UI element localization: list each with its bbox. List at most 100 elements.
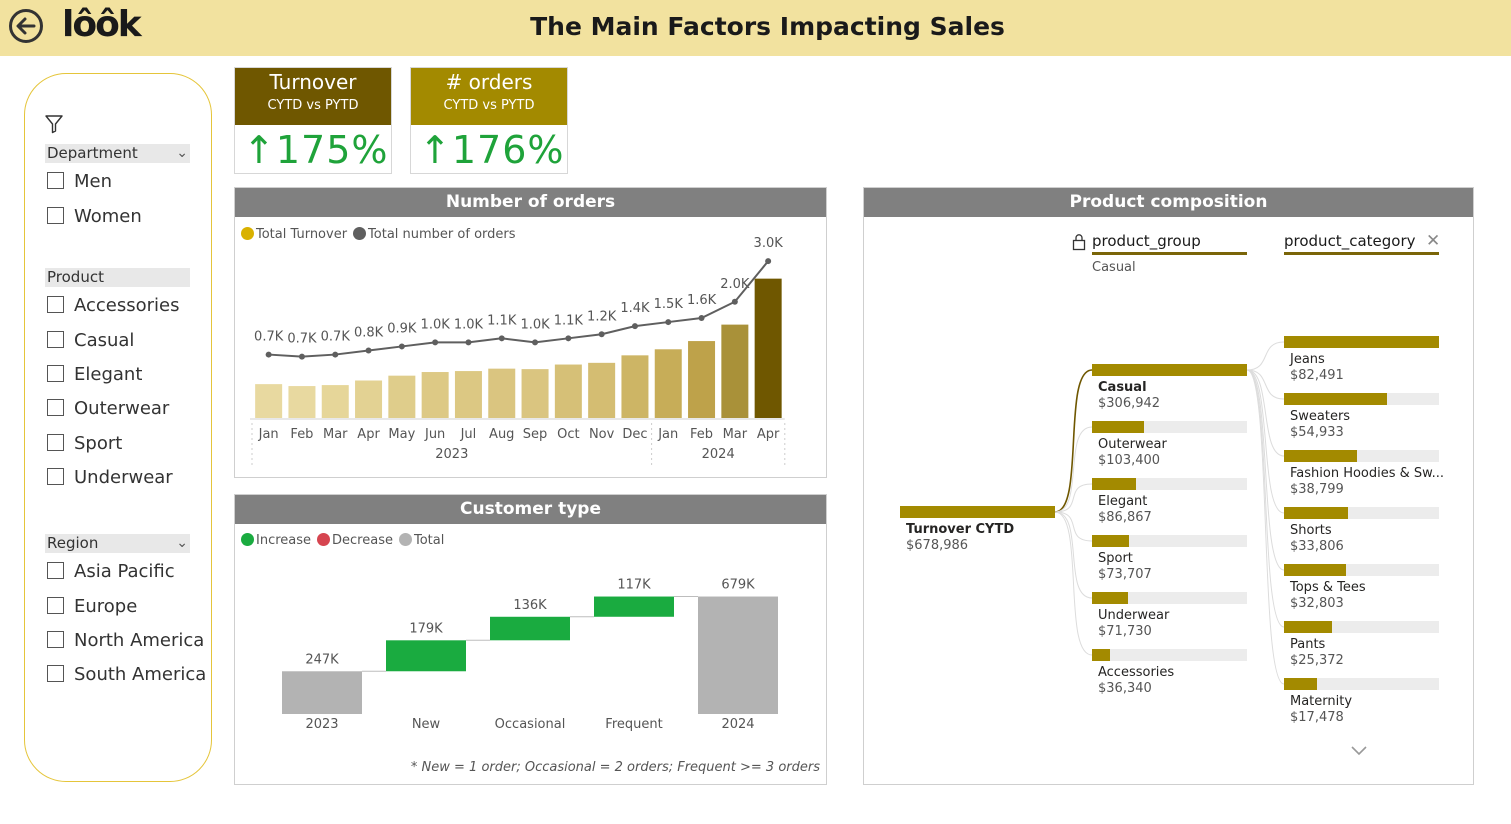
turnover-bar[interactable] xyxy=(621,355,649,418)
tree-group-sport-bar-track[interactable] xyxy=(1092,535,1247,547)
orders-point[interactable] xyxy=(598,331,605,338)
tree-category-bar-track[interactable] xyxy=(1284,450,1439,462)
slicer-option-casual[interactable]: Casual xyxy=(47,330,134,352)
slicer-option-women[interactable]: Women xyxy=(47,206,142,228)
tree-group-accessories-bar-track[interactable] xyxy=(1092,649,1247,661)
tree-category-bar[interactable] xyxy=(1284,678,1317,690)
close-icon[interactable]: ✕ xyxy=(1426,231,1441,251)
back-button[interactable] xyxy=(8,8,44,44)
slicer-option-north-america[interactable]: North America xyxy=(47,630,204,652)
orders-point[interactable] xyxy=(432,339,439,346)
orders-point[interactable] xyxy=(465,339,472,346)
orders-point[interactable] xyxy=(398,343,405,350)
tree-category-bar-track[interactable] xyxy=(1284,507,1439,519)
checkbox[interactable] xyxy=(47,562,64,579)
orders-point[interactable] xyxy=(332,351,339,358)
tree-group-casual-bar[interactable] xyxy=(1092,364,1247,376)
checkbox[interactable] xyxy=(47,296,64,313)
orders-combo-chart[interactable]: 0.7K Jan 0.7K Feb 0.7K Mar 0.8K Apr 0.9K May 1.0K J… xyxy=(235,188,828,479)
checkbox[interactable] xyxy=(47,365,64,382)
tree-category-bar-track[interactable] xyxy=(1284,393,1439,405)
turnover-bar[interactable] xyxy=(721,324,749,418)
tree-category-bar-track[interactable] xyxy=(1284,336,1439,348)
slicer-option-elegant[interactable]: Elegant xyxy=(47,364,142,386)
orders-point[interactable] xyxy=(698,315,705,321)
waterfall-bar[interactable] xyxy=(698,596,778,714)
waterfall-bar[interactable] xyxy=(594,596,674,617)
tree-root-bar[interactable] xyxy=(900,506,1055,518)
chevron-down-icon[interactable]: ⌄ xyxy=(176,535,188,551)
orders-point[interactable] xyxy=(765,258,772,265)
turnover-bar[interactable] xyxy=(588,362,616,418)
checkbox[interactable] xyxy=(47,631,64,648)
checkbox[interactable] xyxy=(47,207,64,224)
slicer-option-asia-pacific[interactable]: Asia Pacific xyxy=(47,561,175,583)
waterfall-chart[interactable]: 247K 2023 179K New 136K Occasional 117K Frequen… xyxy=(235,495,828,786)
tree-root-bar-track[interactable] xyxy=(900,506,1055,518)
legend-item-total[interactable]: Total xyxy=(398,533,444,548)
slicer-option-men[interactable]: Men xyxy=(47,171,112,193)
slicer-option-underwear[interactable]: Underwear xyxy=(47,467,173,489)
turnover-bar[interactable] xyxy=(521,369,549,418)
turnover-bar[interactable] xyxy=(754,278,782,418)
turnover-bar[interactable] xyxy=(355,380,383,419)
orders-point[interactable] xyxy=(665,319,672,326)
tree-category-bar-track[interactable] xyxy=(1284,564,1439,576)
tree-group-outerwear-bar[interactable] xyxy=(1092,421,1145,433)
tree-category-bar[interactable] xyxy=(1284,336,1439,348)
tree-category-bar[interactable] xyxy=(1284,450,1357,462)
checkbox[interactable] xyxy=(47,331,64,348)
tree-category-bar-track[interactable] xyxy=(1284,678,1439,690)
turnover-bar[interactable] xyxy=(421,372,449,418)
tree-group-elegant-bar-track[interactable] xyxy=(1092,478,1247,490)
region-slicer-header[interactable]: Region ⌄ xyxy=(45,534,190,553)
checkbox[interactable] xyxy=(47,434,64,451)
turnover-bar[interactable] xyxy=(654,349,682,418)
tree-category-bar[interactable] xyxy=(1284,564,1346,576)
tree-group-elegant-bar[interactable] xyxy=(1092,478,1136,490)
slicer-option-outerwear[interactable]: Outerwear xyxy=(47,398,169,420)
department-slicer-header[interactable]: Department ⌄ xyxy=(45,144,190,163)
tree-category-bar[interactable] xyxy=(1284,393,1388,405)
orders-point[interactable] xyxy=(298,353,305,360)
checkbox[interactable] xyxy=(47,172,64,189)
chevron-down-icon[interactable]: ⌄ xyxy=(176,145,188,161)
turnover-bar[interactable] xyxy=(454,371,482,418)
waterfall-bar[interactable] xyxy=(490,616,570,641)
tree-group-accessories-bar[interactable] xyxy=(1092,649,1111,661)
turnover-bar[interactable] xyxy=(321,385,349,418)
tree-group-underwear-bar[interactable] xyxy=(1092,592,1129,604)
orders-point[interactable] xyxy=(498,335,505,342)
checkbox[interactable] xyxy=(47,597,64,614)
tree-category-bar[interactable] xyxy=(1284,507,1348,519)
level2-header[interactable]: product_category xyxy=(1284,232,1416,250)
checkbox[interactable] xyxy=(47,665,64,682)
checkbox[interactable] xyxy=(47,399,64,416)
tree-category-bar-track[interactable] xyxy=(1284,621,1439,633)
orders-point[interactable] xyxy=(631,323,638,330)
tree-group-outerwear-bar-track[interactable] xyxy=(1092,421,1247,433)
orders-point[interactable] xyxy=(532,339,539,346)
legend-item-orders[interactable]: Total number of orders xyxy=(353,227,516,242)
waterfall-bar[interactable] xyxy=(282,671,362,714)
orders-point[interactable] xyxy=(731,298,738,305)
orders-point[interactable] xyxy=(565,335,572,342)
checkbox[interactable] xyxy=(47,468,64,485)
turnover-bar[interactable] xyxy=(288,386,316,418)
slicer-option-south-america[interactable]: South America xyxy=(47,664,206,686)
orders-point[interactable] xyxy=(365,347,372,354)
waterfall-bar[interactable] xyxy=(386,640,466,672)
slicer-option-accessories[interactable]: Accessories xyxy=(47,295,180,317)
orders-point[interactable] xyxy=(265,351,272,358)
chevron-down-icon[interactable] xyxy=(1350,745,1368,757)
tree-category-bar[interactable] xyxy=(1284,621,1332,633)
turnover-bar[interactable] xyxy=(255,384,283,418)
turnover-bar[interactable] xyxy=(688,341,716,418)
tree-group-underwear-bar-track[interactable] xyxy=(1092,592,1247,604)
slicer-option-europe[interactable]: Europe xyxy=(47,596,137,618)
slicer-option-sport[interactable]: Sport xyxy=(47,433,122,455)
turnover-bar[interactable] xyxy=(488,368,516,418)
tree-group-casual-bar-track[interactable] xyxy=(1092,364,1247,376)
tree-group-sport-bar[interactable] xyxy=(1092,535,1130,547)
turnover-bar[interactable] xyxy=(388,375,416,418)
